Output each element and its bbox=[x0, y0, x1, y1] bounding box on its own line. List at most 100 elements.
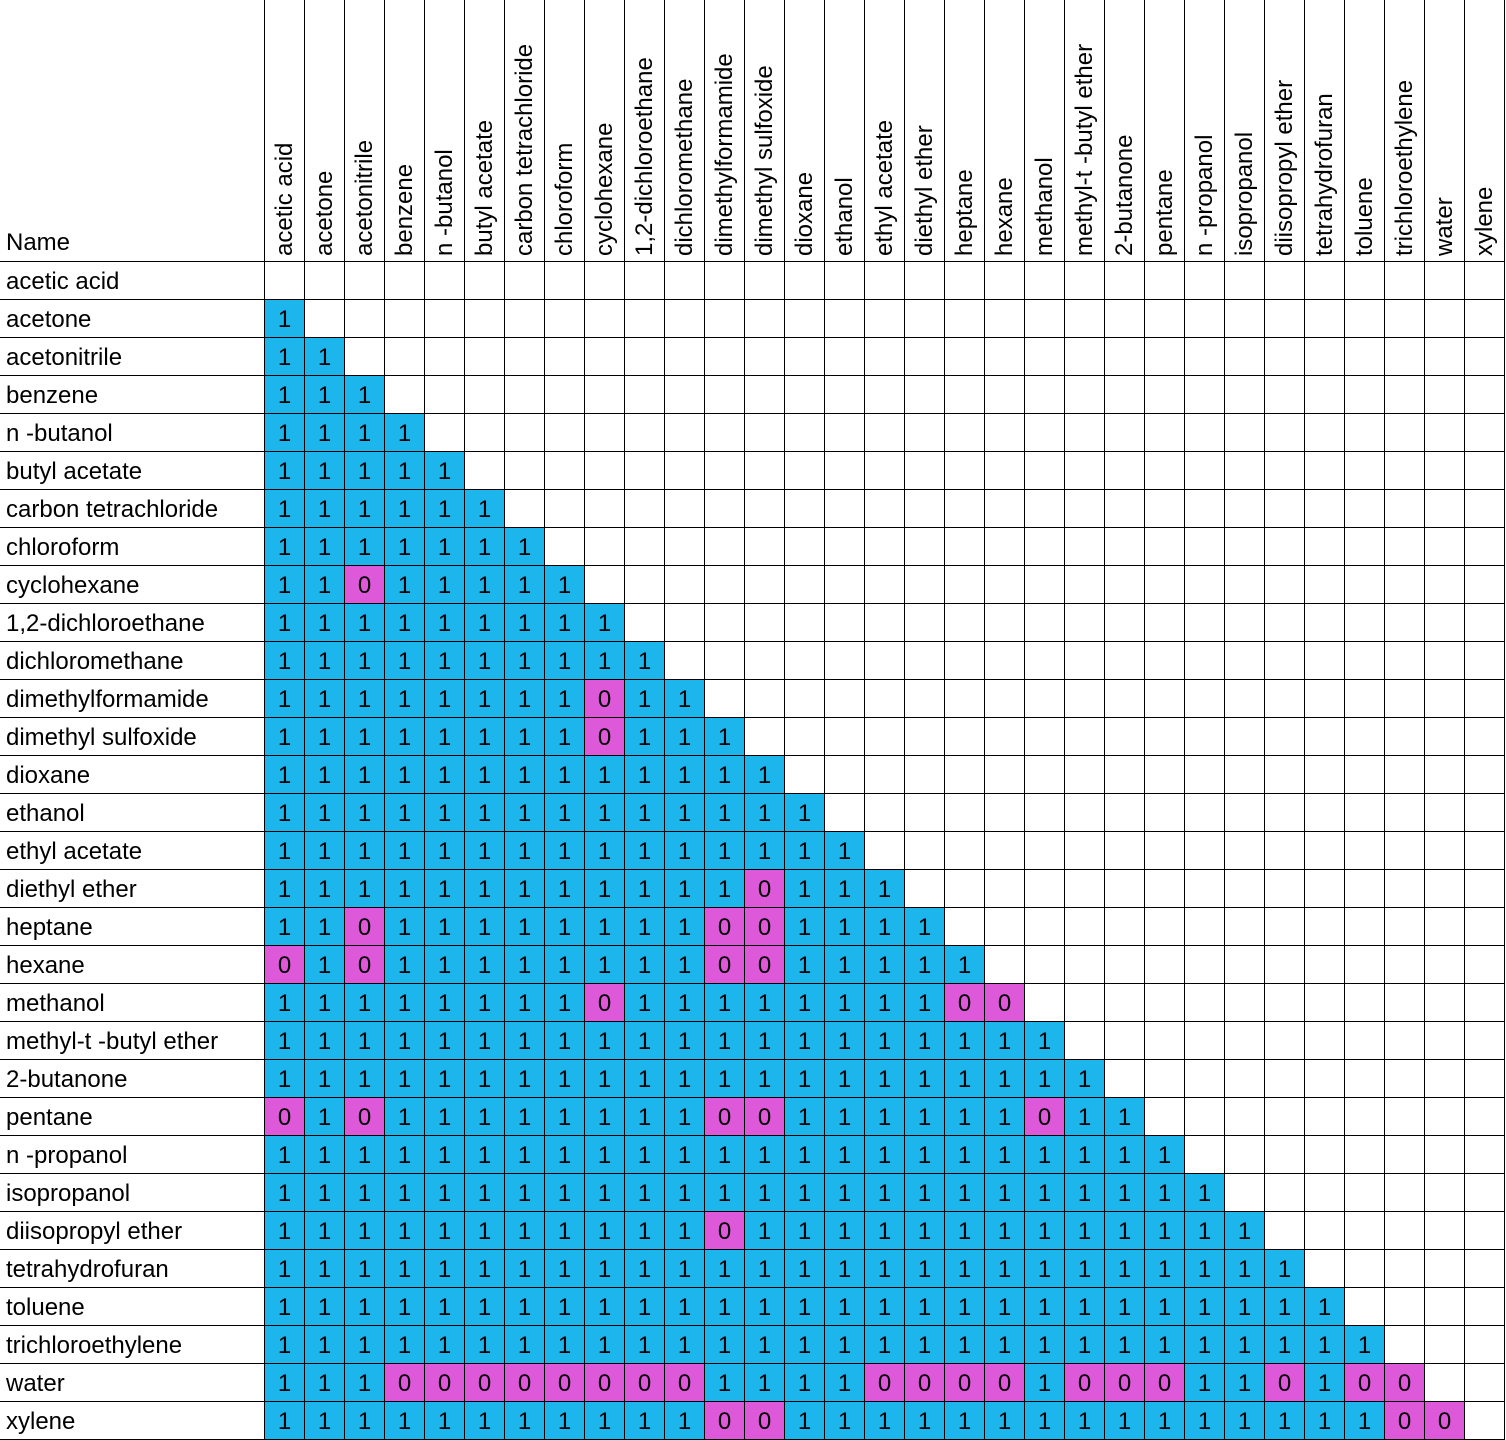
immiscible-cell: 0 bbox=[745, 946, 785, 984]
empty-cell bbox=[1465, 414, 1505, 452]
miscible-cell: 1 bbox=[865, 908, 905, 946]
miscible-cell: 1 bbox=[785, 946, 825, 984]
empty-cell bbox=[1465, 718, 1505, 756]
miscible-cell: 1 bbox=[305, 984, 345, 1022]
empty-cell bbox=[1065, 1022, 1105, 1060]
empty-cell bbox=[1305, 338, 1345, 376]
miscible-cell: 1 bbox=[825, 1288, 865, 1326]
miscible-cell: 1 bbox=[305, 1136, 345, 1174]
miscible-cell: 1 bbox=[665, 1212, 705, 1250]
miscible-cell: 1 bbox=[385, 642, 425, 680]
miscible-cell: 1 bbox=[425, 1098, 465, 1136]
miscible-cell: 1 bbox=[425, 870, 465, 908]
miscible-cell: 1 bbox=[305, 1060, 345, 1098]
miscible-cell: 1 bbox=[625, 642, 665, 680]
immiscible-cell: 0 bbox=[945, 1364, 985, 1402]
miscible-cell: 1 bbox=[265, 1402, 305, 1440]
empty-cell bbox=[985, 566, 1025, 604]
empty-cell bbox=[1345, 984, 1385, 1022]
empty-cell bbox=[705, 338, 745, 376]
empty-cell bbox=[425, 338, 465, 376]
empty-cell bbox=[385, 262, 425, 300]
empty-cell bbox=[1345, 946, 1385, 984]
empty-cell bbox=[945, 642, 985, 680]
column-header: ethanol bbox=[825, 0, 865, 262]
empty-cell bbox=[545, 490, 585, 528]
miscible-cell: 1 bbox=[465, 1098, 505, 1136]
row-header: diisopropyl ether bbox=[0, 1212, 265, 1250]
miscible-cell: 1 bbox=[305, 1022, 345, 1060]
miscible-cell: 1 bbox=[305, 1174, 345, 1212]
miscible-cell: 1 bbox=[585, 794, 625, 832]
miscible-cell: 1 bbox=[385, 528, 425, 566]
empty-cell bbox=[1345, 300, 1385, 338]
miscible-cell: 1 bbox=[1065, 1212, 1105, 1250]
empty-cell bbox=[785, 680, 825, 718]
empty-cell bbox=[1385, 680, 1425, 718]
empty-cell bbox=[1345, 1212, 1385, 1250]
empty-cell bbox=[1345, 452, 1385, 490]
empty-cell bbox=[1385, 642, 1425, 680]
miscible-cell: 1 bbox=[465, 680, 505, 718]
miscible-cell: 1 bbox=[625, 1288, 665, 1326]
column-header: pentane bbox=[1145, 0, 1185, 262]
immiscible-cell: 0 bbox=[465, 1364, 505, 1402]
miscible-cell: 1 bbox=[745, 794, 785, 832]
empty-cell bbox=[945, 490, 985, 528]
empty-cell bbox=[385, 338, 425, 376]
empty-cell bbox=[345, 338, 385, 376]
empty-cell bbox=[1425, 490, 1465, 528]
empty-cell bbox=[1065, 528, 1105, 566]
immiscible-cell: 0 bbox=[385, 1364, 425, 1402]
empty-cell bbox=[1065, 832, 1105, 870]
immiscible-cell: 0 bbox=[705, 908, 745, 946]
miscible-cell: 1 bbox=[1265, 1288, 1305, 1326]
empty-cell bbox=[1265, 756, 1305, 794]
empty-cell bbox=[1065, 870, 1105, 908]
miscible-cell: 1 bbox=[785, 1402, 825, 1440]
miscible-cell: 1 bbox=[305, 870, 345, 908]
miscible-cell: 1 bbox=[425, 642, 465, 680]
miscible-cell: 1 bbox=[905, 1174, 945, 1212]
column-header-label: benzene bbox=[391, 163, 418, 256]
miscible-cell: 1 bbox=[265, 1174, 305, 1212]
empty-cell bbox=[1225, 490, 1265, 528]
immiscible-cell: 0 bbox=[585, 1364, 625, 1402]
empty-cell bbox=[1385, 1288, 1425, 1326]
miscible-cell: 1 bbox=[665, 1288, 705, 1326]
empty-cell bbox=[1345, 756, 1385, 794]
immiscible-cell: 0 bbox=[545, 1364, 585, 1402]
miscible-cell: 1 bbox=[345, 490, 385, 528]
empty-cell bbox=[1065, 984, 1105, 1022]
miscible-cell: 1 bbox=[745, 1288, 785, 1326]
row-header: cyclohexane bbox=[0, 566, 265, 604]
miscible-cell: 1 bbox=[1145, 1326, 1185, 1364]
empty-cell bbox=[665, 604, 705, 642]
empty-cell bbox=[1465, 1136, 1505, 1174]
miscible-cell: 1 bbox=[585, 1060, 625, 1098]
miscible-cell: 1 bbox=[705, 832, 745, 870]
row-header: isopropanol bbox=[0, 1174, 265, 1212]
miscible-cell: 1 bbox=[865, 1288, 905, 1326]
corner-label: Name bbox=[6, 229, 71, 256]
miscible-cell: 1 bbox=[905, 1326, 945, 1364]
empty-cell bbox=[1225, 338, 1265, 376]
miscible-cell: 1 bbox=[265, 490, 305, 528]
empty-cell bbox=[905, 870, 945, 908]
miscible-cell: 1 bbox=[505, 1022, 545, 1060]
miscible-cell: 1 bbox=[345, 1326, 385, 1364]
miscible-cell: 1 bbox=[545, 604, 585, 642]
empty-cell bbox=[865, 718, 905, 756]
miscible-cell: 1 bbox=[505, 1250, 545, 1288]
empty-cell bbox=[585, 528, 625, 566]
miscible-cell: 1 bbox=[465, 1136, 505, 1174]
miscible-cell: 1 bbox=[545, 680, 585, 718]
empty-cell bbox=[1145, 946, 1185, 984]
empty-cell bbox=[745, 452, 785, 490]
row-header: 1,2-dichloroethane bbox=[0, 604, 265, 642]
empty-cell bbox=[1425, 756, 1465, 794]
empty-cell bbox=[1105, 262, 1145, 300]
miscible-cell: 1 bbox=[1025, 1022, 1065, 1060]
empty-cell bbox=[985, 680, 1025, 718]
miscible-cell: 1 bbox=[1025, 1402, 1065, 1440]
